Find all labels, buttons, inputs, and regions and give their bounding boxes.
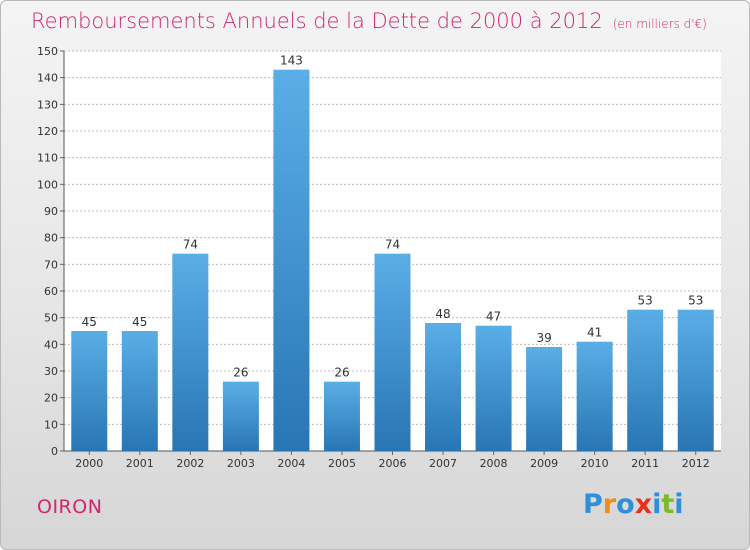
bar-value-label: 143 (280, 54, 303, 68)
bar (121, 331, 158, 451)
x-tick-label: 2000 (75, 457, 103, 470)
bar (71, 331, 108, 451)
y-tick-label: 70 (44, 258, 58, 271)
bar-value-label: 53 (688, 294, 703, 308)
x-tick-label: 2006 (379, 457, 407, 470)
logo-letter: t (661, 489, 675, 520)
chart-unit: (en milliers d'€) (612, 17, 707, 31)
y-tick-label: 140 (37, 72, 58, 85)
y-tick-label: 30 (44, 365, 58, 378)
x-tick-label: 2001 (126, 457, 154, 470)
bar (576, 341, 613, 451)
bar (627, 309, 664, 451)
x-tick-label: 2011 (631, 457, 659, 470)
bar-value-label: 74 (183, 238, 198, 252)
y-tick-label: 120 (37, 125, 58, 138)
bar-value-label: 53 (638, 294, 653, 308)
y-tick-label: 10 (44, 418, 58, 431)
bar-value-label: 45 (82, 315, 97, 329)
commune-name: OIRON (37, 496, 103, 518)
y-tick-label: 80 (44, 232, 58, 245)
x-tick-label: 2009 (530, 457, 558, 470)
logo-letter: x (634, 489, 653, 520)
y-tick-label: 40 (44, 338, 58, 351)
y-tick-label: 130 (37, 98, 58, 111)
bar (526, 347, 563, 451)
bar (172, 253, 209, 451)
logo-letter: i (674, 489, 684, 520)
logo-letter: o (616, 489, 635, 520)
bar-value-label: 45 (132, 315, 147, 329)
bar (222, 381, 259, 451)
bar-value-label: 26 (334, 366, 349, 380)
chart-title-text: Remboursements Annuels de la Dette de 20… (31, 9, 603, 33)
bar-value-label: 39 (536, 331, 551, 345)
logo-letter: P (583, 489, 603, 520)
y-tick-label: 100 (37, 178, 58, 191)
y-tick-label: 60 (44, 285, 58, 298)
y-tick-label: 50 (44, 312, 58, 325)
bar-value-label: 74 (385, 238, 400, 252)
bar (677, 309, 714, 451)
x-tick-label: 2010 (581, 457, 609, 470)
proxiti-logo: Proxiti (583, 489, 684, 520)
logo-letter: i (652, 489, 662, 520)
y-tick-label: 110 (37, 152, 58, 165)
x-tick-label: 2005 (328, 457, 356, 470)
bar (425, 323, 462, 451)
bar (374, 253, 411, 451)
y-tick-label: 20 (44, 392, 58, 405)
bar-value-label: 47 (486, 310, 501, 324)
logo-letter: r (602, 489, 617, 520)
x-tick-label: 2008 (480, 457, 508, 470)
x-tick-label: 2002 (176, 457, 204, 470)
x-tick-label: 2012 (682, 457, 710, 470)
bar-value-label: 26 (233, 366, 248, 380)
y-tick-label: 0 (51, 445, 58, 458)
bar (273, 69, 310, 452)
chart-title: Remboursements Annuels de la Dette de 20… (31, 9, 707, 33)
bar (323, 381, 360, 451)
bar-value-label: 48 (435, 307, 450, 321)
y-tick-label: 90 (44, 205, 58, 218)
bar-value-label: 41 (587, 326, 602, 340)
x-tick-label: 2003 (227, 457, 255, 470)
x-tick-label: 2004 (277, 457, 305, 470)
x-tick-label: 2007 (429, 457, 457, 470)
y-tick-label: 150 (37, 45, 58, 58)
bar (475, 325, 512, 451)
